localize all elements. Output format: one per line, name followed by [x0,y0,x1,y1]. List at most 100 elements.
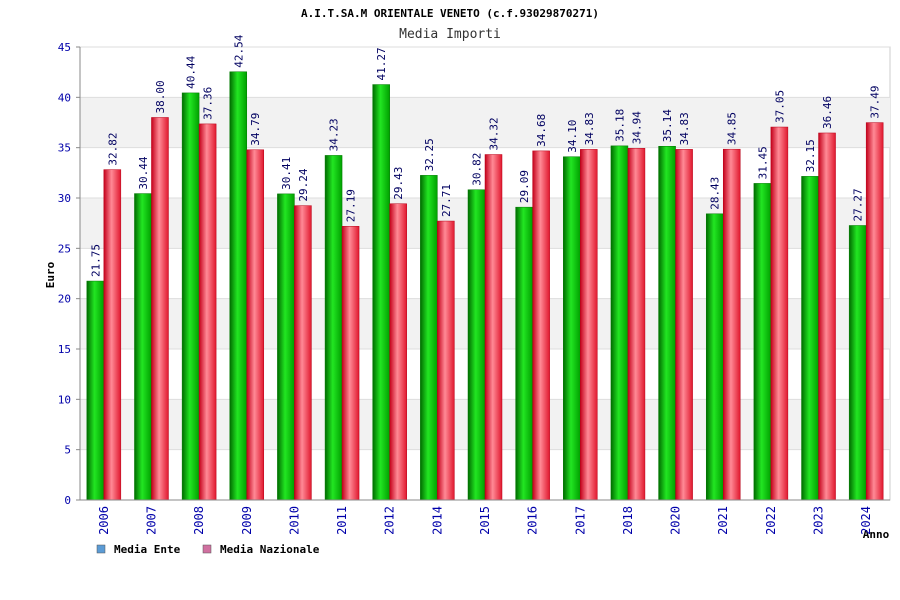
x-tick-label: 2022 [764,506,778,535]
data-label: 27.19 [345,189,358,222]
bar-media-ente-2022 [753,183,772,501]
bar-media-nazionale-2012 [389,203,407,501]
chart-title: A.I.T.SA.M ORIENTALE VENETO (c.f.9302987… [301,7,599,20]
bar-media-nazionale-2015 [484,154,503,501]
x-tick-label: 2007 [144,506,158,535]
data-label: 32.82 [106,132,119,165]
y-tick-label: 30 [58,192,71,205]
data-label: 40.44 [185,55,198,88]
y-tick-label: 45 [58,41,71,54]
x-tick-label: 2015 [478,506,492,535]
data-label: 31.45 [756,146,769,179]
bar-media-ente-2014 [420,175,438,501]
bar-media-ente-2007 [134,193,152,501]
bar-media-nazionale-2017 [580,149,598,501]
data-label: 42.54 [232,34,245,67]
x-tick-label: 2018 [621,506,635,535]
bar-media-nazionale-2022 [770,126,789,501]
bar-media-ente-2024 [848,225,867,501]
data-label: 21.75 [89,244,102,277]
x-tick-label: 2014 [430,506,444,535]
data-label: 32.25 [423,138,436,171]
y-tick-label: 15 [58,343,71,356]
bars: 21.75 32.82 30.44 38.00 40.44 37.36 42.54 34.79… [86,34,884,501]
data-label: 34.23 [328,118,341,151]
y-axis-label: Euro [44,261,57,288]
data-label: 30.44 [137,156,150,189]
data-label: 38.00 [154,80,167,113]
bar-media-nazionale-2018 [627,148,646,501]
bar-media-nazionale-2023 [818,132,836,501]
x-tick-label: 2008 [192,506,206,535]
data-label: 35.18 [613,109,626,142]
bar-media-ente-2017 [563,156,581,501]
data-label: 34.10 [566,120,579,153]
data-label: 29.43 [392,167,405,200]
legend-entry: Media Nazionale [220,543,320,556]
bar-media-ente-2016 [515,206,533,501]
x-tick-label: 2023 [812,506,826,535]
axes: 0 5 10 15 20 25 30 35 40 45 2006 2007 2008 2009 2010 20… [58,41,890,535]
data-label: 37.49 [869,85,882,118]
y-tick-label: 20 [58,293,71,306]
data-label: 34.32 [488,117,501,150]
chart-subtitle: Media Importi [399,27,501,42]
data-label: 27.71 [440,184,453,217]
data-label: 34.68 [535,114,548,147]
bar-media-ente-2021 [705,213,724,501]
x-tick-label: 2017 [573,506,587,535]
x-tick-label: 2020 [669,506,683,535]
data-label: 41.27 [375,47,388,80]
legend-entry: Media Ente [114,543,181,556]
x-tick-label: 2006 [97,506,111,535]
bar-media-ente-2008 [181,92,200,501]
data-label: 37.05 [773,90,786,123]
bar-media-ente-2012 [372,84,390,501]
bar-media-ente-2015 [467,189,486,501]
legend: Media Ente Media Nazionale [96,543,320,556]
bar-media-ente-2010 [277,193,295,501]
y-tick-label: 40 [58,91,71,104]
data-label: 34.85 [726,112,739,145]
data-label: 34.94 [630,111,643,144]
data-label: 29.09 [518,170,531,203]
x-tick-label: 2009 [240,506,254,535]
data-label: 29.24 [297,168,310,201]
bar-media-ente-2023 [801,176,819,501]
data-label: 37.36 [202,87,215,120]
x-tick-label: 2024 [859,506,873,535]
x-tick-label: 2012 [383,506,397,535]
data-label: 34.79 [249,113,262,146]
data-label: 34.83 [678,112,691,145]
y-tick-label: 5 [64,444,71,457]
data-label: 30.82 [471,153,484,186]
data-label: 34.83 [583,112,596,145]
bar-media-ente-2011 [324,155,343,501]
bar-media-nazionale-2016 [532,150,550,501]
x-tick-label: 2011 [335,506,349,535]
y-tick-label: 35 [58,142,71,155]
bar-media-nazionale-2020 [675,149,693,501]
bar-media-nazionale-2006 [103,169,122,501]
data-label: 35.14 [661,109,674,142]
data-label: 36.46 [821,96,834,129]
y-tick-label: 25 [58,242,71,255]
y-tick-label: 0 [64,494,71,507]
bar-media-nazionale-2021 [722,148,741,501]
data-label: 27.27 [852,188,865,221]
bar-media-nazionale-2008 [198,123,217,501]
x-tick-label: 2010 [287,506,301,535]
y-tick-label: 10 [58,393,71,406]
data-label: 32.15 [804,139,817,172]
bar-media-nazionale-2010 [294,205,312,501]
bar-media-nazionale-2009 [246,149,265,501]
legend-swatch [96,544,106,554]
data-label: 30.41 [280,157,293,190]
bar-media-ente-2020 [658,146,676,501]
bar-media-nazionale-2014 [437,220,455,501]
bar-media-nazionale-2011 [341,226,360,501]
data-label: 28.43 [709,177,722,210]
bar-media-ente-2009 [229,71,248,501]
